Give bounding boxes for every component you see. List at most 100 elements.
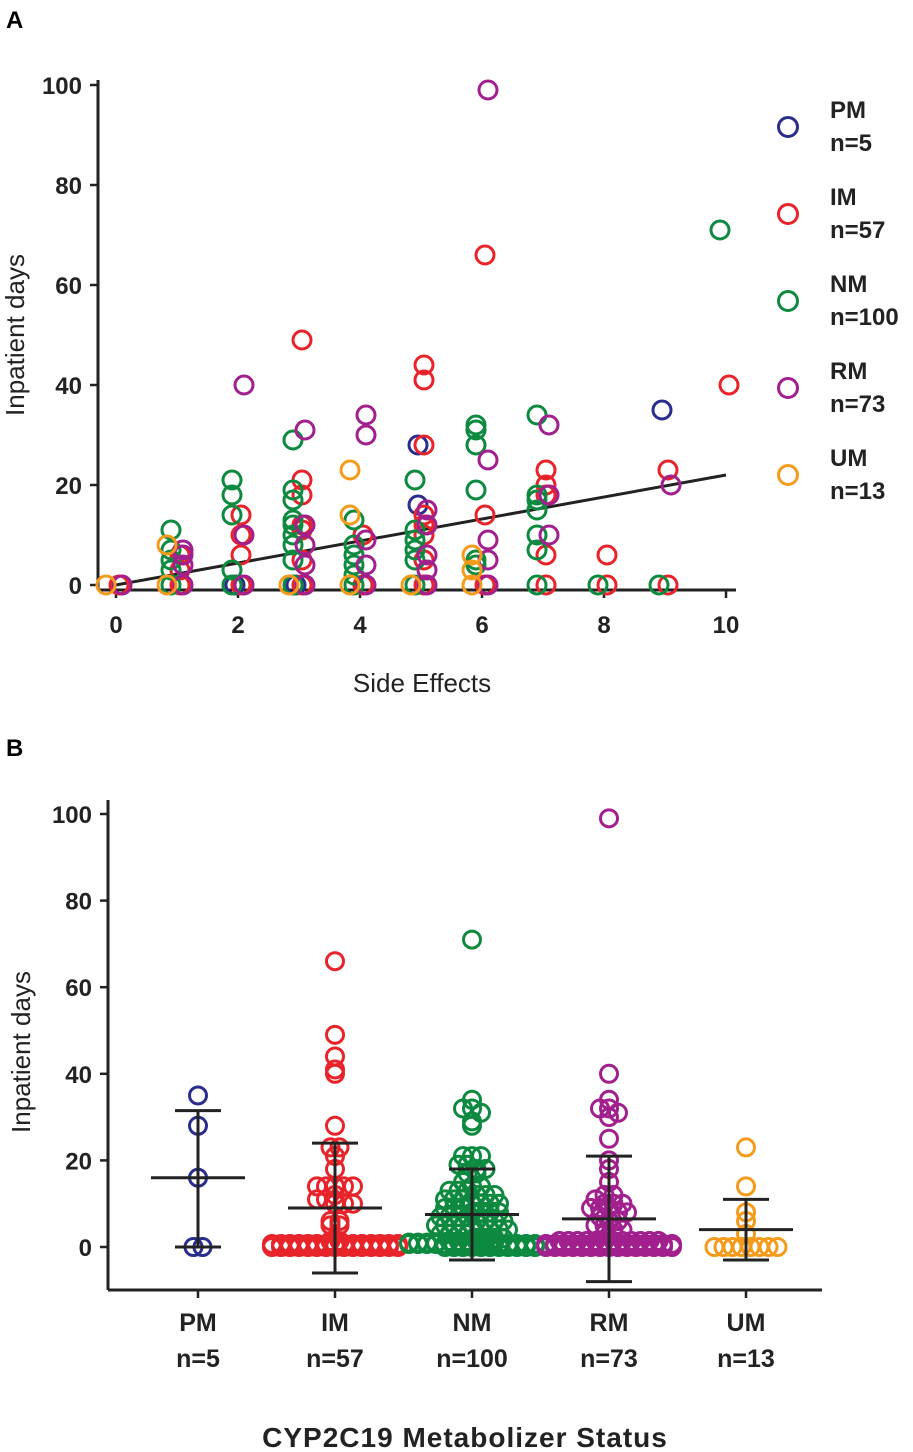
panel-b-error-bars: [151, 1109, 793, 1284]
point-im: [230, 504, 252, 526]
point-rm: [294, 534, 316, 556]
point-um: [461, 574, 483, 596]
category-label: UM: [727, 1309, 766, 1337]
legend-count: n=5: [830, 130, 872, 157]
point-rm: [639, 1231, 660, 1251]
point-rm: [603, 1185, 624, 1206]
legend-label: UM: [830, 445, 867, 472]
point-nm: [471, 1102, 491, 1123]
point-nm: [404, 539, 426, 561]
panel-b: B 0 20 40 60 80 100 PM n=5 IM n=57 NM n=100 RM n=73 U…: [6, 735, 822, 1452]
point-nm: [462, 1146, 482, 1167]
point-rm: [648, 1231, 669, 1251]
point-rm: [599, 808, 619, 829]
point-im: [320, 1137, 341, 1158]
x-tick-label: 2: [231, 612, 244, 639]
point-pm: [651, 399, 673, 421]
panel-b-xlabel: CYP2C19 Metabolizer Status: [262, 1422, 668, 1452]
panel-a-xlabel: Side Effects: [353, 668, 491, 698]
point-im: [657, 459, 679, 481]
legend-label: PM: [830, 97, 866, 124]
legend-label: NM: [830, 271, 867, 298]
point-pm: [188, 1085, 208, 1106]
point-rm: [477, 529, 499, 551]
category-count: n=73: [580, 1345, 638, 1373]
category-label: RM: [590, 1309, 629, 1337]
point-nm: [404, 529, 426, 551]
panel-b-letter: B: [6, 735, 23, 762]
panel-b-ylabel: Inpatient days: [6, 971, 36, 1133]
panel-b-categories: PM n=5 IM n=57 NM n=100 RM n=73 UM n=13: [176, 1309, 775, 1373]
y-tick-label: 0: [79, 1235, 92, 1262]
point-rm: [294, 514, 316, 536]
point-rm: [599, 1063, 619, 1084]
point-im: [388, 1234, 408, 1254]
category-count: n=100: [436, 1345, 508, 1373]
point-nm: [648, 574, 670, 596]
point-nm: [404, 469, 426, 491]
point-nm: [709, 219, 731, 241]
point-um: [156, 534, 178, 556]
point-um: [736, 1137, 756, 1158]
point-um: [400, 574, 422, 596]
panel-a-letter: A: [6, 7, 23, 34]
point-rm: [294, 419, 316, 441]
x-tick-label: 4: [353, 612, 367, 639]
point-rm: [233, 574, 255, 596]
point-nm: [282, 509, 304, 531]
point-nm: [526, 404, 548, 426]
point-im: [343, 1176, 363, 1197]
point-im: [596, 574, 618, 596]
point-rm: [355, 424, 377, 446]
point-rm: [416, 514, 438, 536]
point-im: [535, 574, 557, 596]
point-rm: [172, 574, 194, 596]
point-rm: [599, 1128, 619, 1149]
point-nm: [465, 549, 487, 571]
point-im: [291, 329, 313, 351]
point-nm: [587, 574, 609, 596]
point-nm: [282, 534, 304, 556]
point-nm: [526, 499, 548, 521]
point-rm: [233, 374, 255, 396]
legend-marker-rm: [777, 377, 799, 399]
y-tick-label: 60: [55, 273, 82, 300]
point-rm: [294, 554, 316, 576]
point-im: [413, 369, 435, 391]
point-um: [767, 1237, 788, 1257]
point-nm: [343, 509, 365, 531]
point-nm: [282, 489, 304, 511]
x-tick-label: 6: [475, 612, 488, 639]
point-rm: [355, 404, 377, 426]
panel-a-legend: PM n=5 IM n=57 NM n=100 RM n=73 UM n=13: [777, 97, 899, 505]
legend-count: n=13: [830, 478, 885, 505]
y-tick-label: 60: [65, 975, 92, 1002]
point-um: [95, 574, 117, 596]
y-tick-label: 100: [42, 73, 82, 100]
y-tick-label: 20: [65, 1148, 92, 1175]
point-nm: [221, 574, 243, 596]
point-um: [278, 574, 300, 596]
point-im: [413, 354, 435, 376]
point-rm: [608, 1102, 628, 1123]
point-rm: [416, 544, 438, 566]
legend-marker-pm: [777, 116, 799, 138]
point-nm: [462, 1089, 482, 1110]
y-tick-label: 40: [55, 373, 82, 400]
y-tick-label: 80: [55, 173, 82, 200]
point-im: [718, 374, 740, 396]
category-count: n=5: [176, 1345, 220, 1373]
point-im: [230, 544, 252, 566]
y-tick-label: 0: [69, 573, 82, 600]
legend-count: n=73: [830, 391, 885, 418]
point-rm: [172, 554, 194, 576]
point-im: [329, 1137, 350, 1158]
point-nm: [160, 559, 182, 581]
point-im: [325, 1046, 345, 1067]
point-nm: [282, 429, 304, 451]
point-rm: [538, 524, 560, 546]
point-rm: [416, 499, 438, 521]
point-rm: [416, 559, 438, 581]
